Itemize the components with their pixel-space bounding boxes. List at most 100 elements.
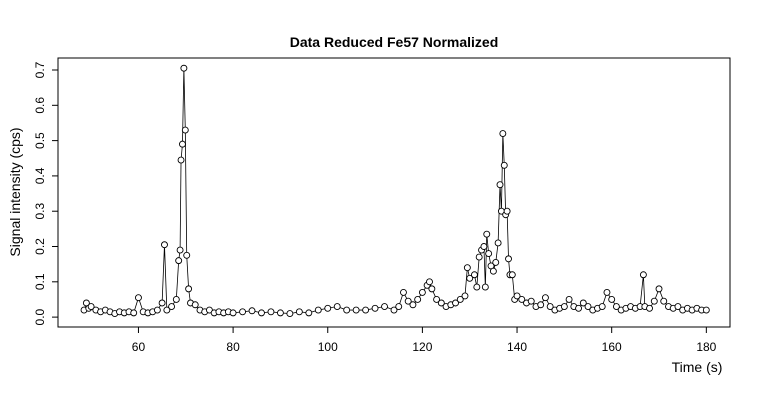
data-point bbox=[546, 303, 554, 310]
x-tick-label: 120 bbox=[412, 340, 432, 354]
data-point bbox=[650, 297, 658, 305]
data-point bbox=[248, 307, 256, 315]
data-point bbox=[560, 303, 568, 310]
data-point bbox=[452, 299, 459, 307]
data-point bbox=[496, 181, 504, 189]
data-point bbox=[333, 303, 341, 310]
data-point bbox=[598, 303, 606, 310]
data-point bbox=[466, 274, 474, 282]
data-point bbox=[513, 292, 521, 300]
data-point bbox=[480, 243, 488, 250]
plot-frame bbox=[57, 57, 731, 328]
data-point bbox=[404, 297, 412, 305]
x-axis-label: Time (s) bbox=[672, 359, 723, 375]
data-point bbox=[362, 306, 370, 314]
data-point bbox=[481, 283, 489, 291]
data-point bbox=[537, 301, 545, 309]
data-point bbox=[494, 239, 502, 247]
y-tick-label: 0.5 bbox=[33, 132, 47, 149]
data-point bbox=[565, 296, 573, 303]
y-tick-label: 0.4 bbox=[33, 167, 47, 184]
data-point bbox=[179, 140, 186, 148]
data-point bbox=[414, 296, 422, 303]
y-tick-label: 0.6 bbox=[33, 97, 47, 114]
y-tick-label: 0.0 bbox=[33, 308, 47, 325]
data-point bbox=[508, 271, 516, 279]
data-point bbox=[381, 303, 388, 310]
data-point bbox=[161, 241, 168, 249]
data-point bbox=[130, 309, 138, 317]
data-point bbox=[485, 250, 493, 258]
x-tick-label: 80 bbox=[226, 340, 240, 354]
data-line bbox=[83, 68, 707, 315]
data-point bbox=[400, 288, 407, 296]
data-point bbox=[295, 308, 303, 316]
data-point bbox=[503, 207, 511, 215]
data-point bbox=[608, 296, 616, 303]
data-point bbox=[584, 303, 592, 310]
data-point bbox=[183, 251, 191, 259]
x-tick-label: 60 bbox=[132, 340, 146, 354]
y-tick-label: 0.2 bbox=[33, 238, 47, 255]
data-point bbox=[483, 230, 491, 238]
data-point bbox=[177, 156, 185, 164]
x-tick-label: 160 bbox=[602, 340, 622, 354]
data-point bbox=[239, 308, 247, 316]
data-point bbox=[500, 161, 508, 169]
y-tick-label: 0.1 bbox=[33, 273, 47, 290]
data-point bbox=[437, 299, 445, 307]
data-point bbox=[390, 306, 398, 314]
data-point bbox=[473, 283, 481, 291]
data-point bbox=[660, 297, 668, 305]
data-point bbox=[258, 309, 265, 317]
y-tick-label: 0.3 bbox=[33, 203, 47, 220]
data-point bbox=[489, 267, 497, 275]
data-point bbox=[475, 253, 483, 261]
data-point bbox=[153, 306, 161, 314]
y-axis-label: Signal intensity (cps) bbox=[7, 127, 23, 256]
data-point bbox=[229, 309, 237, 317]
chart-title: Data Reduced Fe57 Normalized bbox=[290, 34, 499, 50]
data-point bbox=[471, 271, 478, 279]
data-point bbox=[674, 303, 682, 310]
data-point bbox=[276, 309, 284, 317]
x-tick-label: 180 bbox=[696, 340, 716, 354]
data-point bbox=[87, 303, 95, 310]
data-point bbox=[646, 304, 653, 312]
data-point bbox=[267, 308, 275, 316]
data-point bbox=[492, 258, 500, 266]
x-tick-label: 100 bbox=[318, 340, 338, 354]
data-point bbox=[575, 304, 583, 312]
data-point bbox=[185, 285, 193, 293]
data-point bbox=[191, 301, 199, 309]
data-point bbox=[395, 303, 403, 310]
data-point bbox=[499, 130, 507, 137]
data-point bbox=[579, 299, 587, 307]
data-point bbox=[527, 297, 535, 305]
data-point bbox=[314, 306, 322, 314]
data-point bbox=[639, 271, 647, 279]
data-point bbox=[461, 292, 469, 300]
data-point bbox=[343, 306, 351, 314]
data-point bbox=[433, 296, 441, 303]
data-point bbox=[702, 306, 710, 314]
data-point bbox=[655, 285, 663, 293]
data-point bbox=[603, 288, 611, 296]
y-tick-label: 0.7 bbox=[33, 61, 47, 78]
data-point bbox=[518, 296, 526, 303]
data-point bbox=[418, 288, 426, 296]
data-point bbox=[286, 310, 294, 318]
data-point bbox=[541, 294, 549, 302]
data-point bbox=[305, 309, 313, 317]
data-point bbox=[463, 264, 471, 272]
data-point bbox=[180, 64, 188, 72]
data-point bbox=[612, 303, 620, 310]
data-point bbox=[409, 301, 417, 309]
data-point bbox=[135, 294, 142, 302]
data-point bbox=[505, 255, 512, 263]
data-point bbox=[352, 306, 360, 314]
data-point bbox=[324, 304, 332, 312]
data-point bbox=[428, 285, 436, 293]
data-point bbox=[158, 299, 166, 307]
